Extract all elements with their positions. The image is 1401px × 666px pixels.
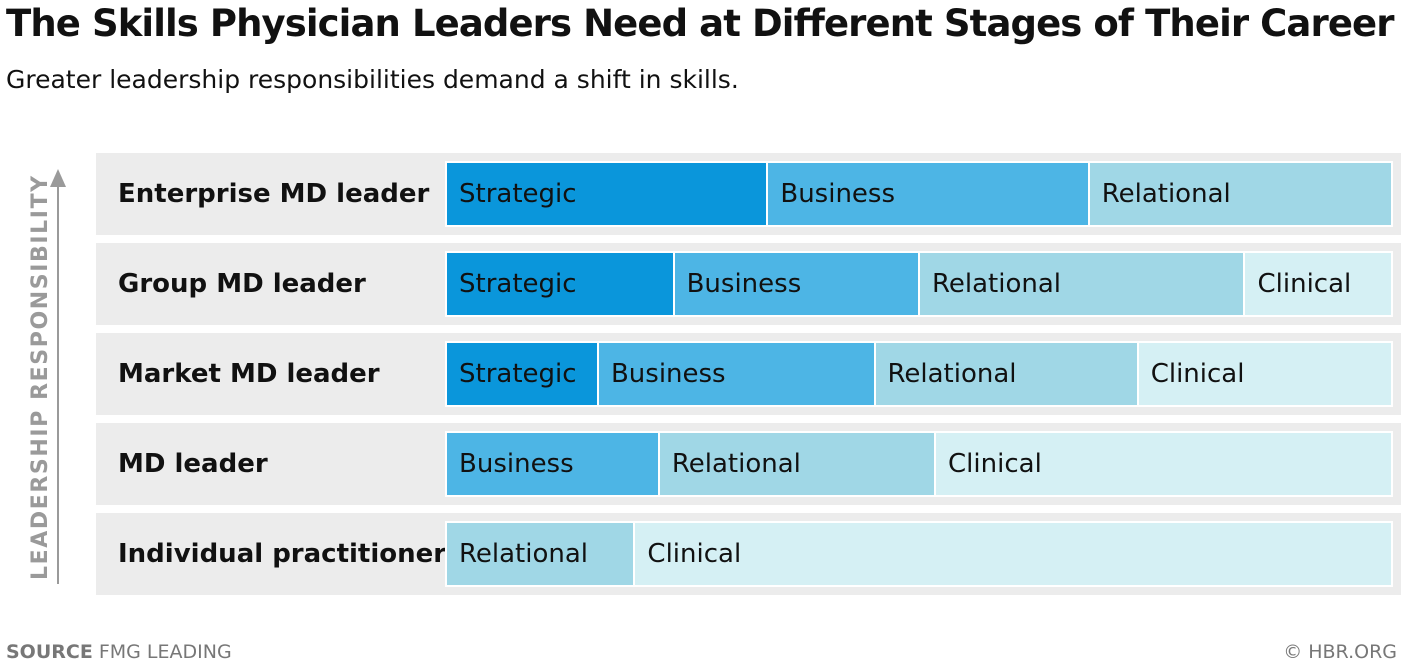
row-label: Group MD leader xyxy=(118,269,366,299)
chart-title: The Skills Physician Leaders Need at Dif… xyxy=(6,2,1394,45)
chart-row: Enterprise MD leader Strategic Business Rel… xyxy=(96,153,1401,235)
bar-segment-clinical: Clinical xyxy=(1136,341,1393,407)
bar-segment-strategic: Strategic xyxy=(445,161,769,227)
row-label: Market MD leader xyxy=(118,359,380,389)
bar-segment-relational: Relational xyxy=(917,251,1246,317)
source-note: SOURCE FMG LEADING xyxy=(6,641,232,663)
bar-segment-strategic: Strategic xyxy=(445,251,675,317)
bar-segment-clinical: Clinical xyxy=(934,431,1393,497)
stacked-bar: Relational Clinical xyxy=(445,521,1393,587)
bar-segment-relational: Relational xyxy=(1087,161,1393,227)
y-axis-line xyxy=(57,186,59,584)
row-label: MD leader xyxy=(118,449,268,479)
stacked-bar: Strategic Business Relational Clinical xyxy=(445,251,1393,317)
arrow-up-icon xyxy=(50,169,66,187)
bar-segment-relational: Relational xyxy=(657,431,937,497)
bar-segment-clinical: Clinical xyxy=(1243,251,1393,317)
y-axis-label: LEADERSHIP RESPONSIBILITY xyxy=(28,174,53,580)
chart-row: Individual practitioner Relational Clinica… xyxy=(96,513,1401,595)
row-label: Enterprise MD leader xyxy=(118,179,430,209)
bar-segment-relational: Relational xyxy=(873,341,1139,407)
bar-segment-business: Business xyxy=(596,341,876,407)
copyright-credit: © HBR.ORG xyxy=(1283,641,1397,663)
chart-row: MD leader Business Relational Clinical xyxy=(96,423,1401,505)
stacked-bar: Business Relational Clinical xyxy=(445,431,1393,497)
chart-subtitle: Greater leadership responsibilities dema… xyxy=(6,65,739,94)
source-label: SOURCE xyxy=(6,641,93,663)
bar-segment-relational: Relational xyxy=(445,521,636,587)
bar-segment-clinical: Clinical xyxy=(633,521,1393,587)
bar-segment-business: Business xyxy=(672,251,920,317)
bar-segment-strategic: Strategic xyxy=(445,341,599,407)
bar-segment-business: Business xyxy=(445,431,660,497)
stacked-bar: Strategic Business Relational Clinical xyxy=(445,341,1393,407)
row-label: Individual practitioner xyxy=(118,539,447,569)
source-value: FMG LEADING xyxy=(98,641,232,663)
chart-row: Group MD leader Strategic Business Relation… xyxy=(96,243,1401,325)
bar-segment-business: Business xyxy=(766,161,1090,227)
stacked-bar: Strategic Business Relational xyxy=(445,161,1393,227)
chart-row: Market MD leader Strategic Business Relatio… xyxy=(96,333,1401,415)
